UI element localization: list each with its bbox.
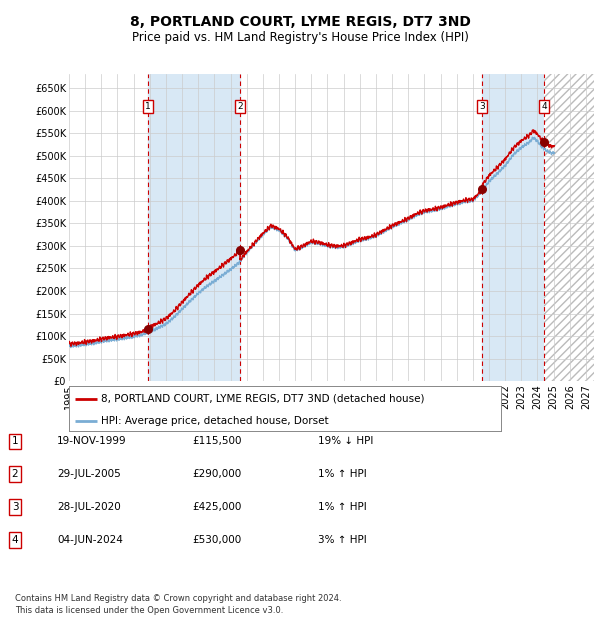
Text: 8, PORTLAND COURT, LYME REGIS, DT7 3ND: 8, PORTLAND COURT, LYME REGIS, DT7 3ND xyxy=(130,16,470,30)
Text: HPI: Average price, detached house, Dorset: HPI: Average price, detached house, Dors… xyxy=(101,416,329,426)
Text: 19-NOV-1999: 19-NOV-1999 xyxy=(57,436,127,446)
Text: 28-JUL-2020: 28-JUL-2020 xyxy=(57,502,121,512)
Text: 19% ↓ HPI: 19% ↓ HPI xyxy=(318,436,373,446)
Text: 04-JUN-2024: 04-JUN-2024 xyxy=(57,535,123,545)
Text: 3: 3 xyxy=(479,102,485,111)
Text: £425,000: £425,000 xyxy=(192,502,241,512)
Text: 2: 2 xyxy=(11,469,19,479)
Bar xyxy=(148,74,240,381)
Text: 4: 4 xyxy=(541,102,547,111)
Text: 1% ↑ HPI: 1% ↑ HPI xyxy=(318,469,367,479)
Bar xyxy=(482,74,544,381)
Text: 1: 1 xyxy=(11,436,19,446)
Text: Price paid vs. HM Land Registry's House Price Index (HPI): Price paid vs. HM Land Registry's House … xyxy=(131,31,469,44)
Text: £290,000: £290,000 xyxy=(192,469,241,479)
Text: 2: 2 xyxy=(237,102,242,111)
Text: £530,000: £530,000 xyxy=(192,535,241,545)
Text: 8, PORTLAND COURT, LYME REGIS, DT7 3ND (detached house): 8, PORTLAND COURT, LYME REGIS, DT7 3ND (… xyxy=(101,394,425,404)
Text: £115,500: £115,500 xyxy=(192,436,241,446)
Text: 3% ↑ HPI: 3% ↑ HPI xyxy=(318,535,367,545)
Text: 4: 4 xyxy=(11,535,19,545)
Text: 1: 1 xyxy=(145,102,151,111)
Text: Contains HM Land Registry data © Crown copyright and database right 2024.
This d: Contains HM Land Registry data © Crown c… xyxy=(15,594,341,615)
Text: 3: 3 xyxy=(11,502,19,512)
Text: 29-JUL-2005: 29-JUL-2005 xyxy=(57,469,121,479)
Bar xyxy=(544,74,594,381)
Text: 1% ↑ HPI: 1% ↑ HPI xyxy=(318,502,367,512)
